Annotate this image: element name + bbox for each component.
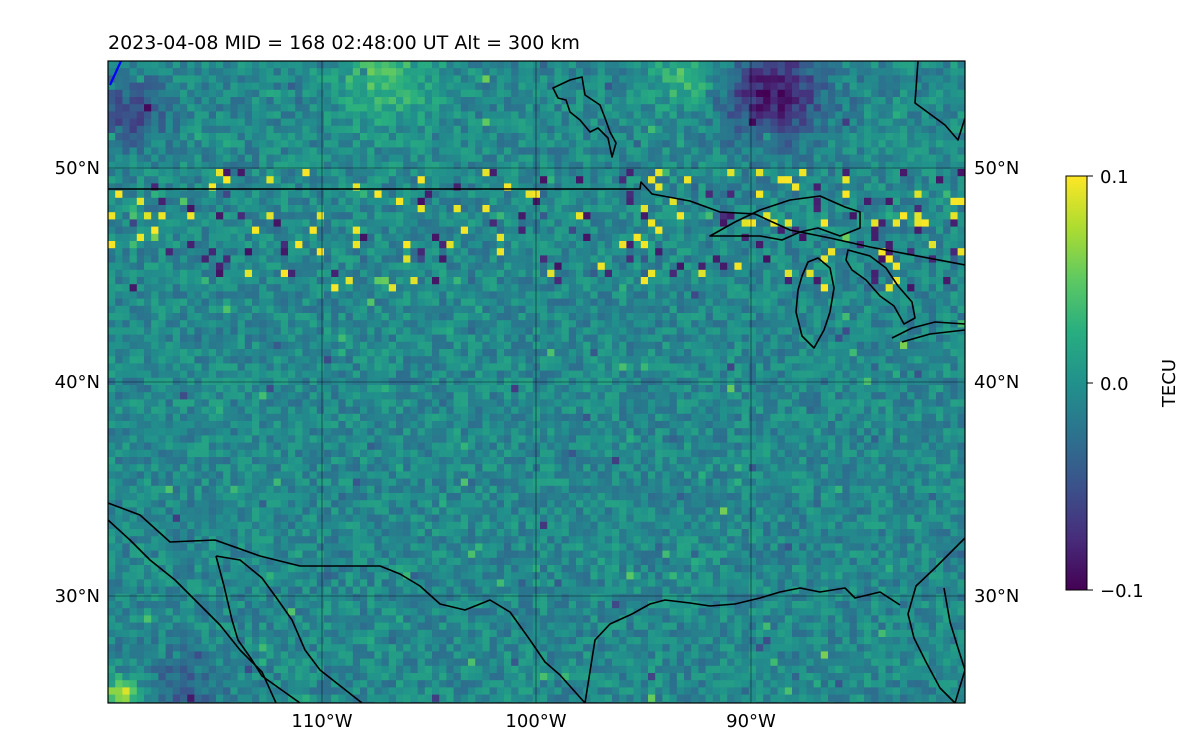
lake-superior xyxy=(709,195,861,241)
lat-label-50-left: 50°N xyxy=(55,158,100,179)
lon-label-100: 100°W xyxy=(505,711,566,732)
us-mexico-border xyxy=(108,502,586,703)
coastlines xyxy=(108,61,965,703)
lat-label-50-right: 50°N xyxy=(974,158,1019,179)
satellite-track-segment xyxy=(109,61,122,86)
colorbar-gradient xyxy=(1065,175,1088,591)
lon-label-110: 110°W xyxy=(291,711,352,732)
lake-erie-ontario xyxy=(891,321,965,343)
map-frame xyxy=(107,60,966,704)
hudson-bay-coast xyxy=(552,76,617,158)
lat-label-40-left: 40°N xyxy=(55,372,100,393)
lat-tick-labels-right: 50°N 40°N 30°N xyxy=(974,158,1019,607)
lat-label-40-right: 40°N xyxy=(974,372,1019,393)
colorbar: 0.1 0.0 −0.1 TECU xyxy=(1065,167,1180,602)
lake-huron xyxy=(845,249,916,325)
map-panel: 50°N 40°N 30°N 50°N 40°N 30°N 110°W 100°… xyxy=(55,60,1019,732)
mexico-west-coast xyxy=(215,555,301,703)
tec-pixel-field xyxy=(108,61,965,703)
us-canada-border xyxy=(108,181,965,266)
colorbar-tick-label-min: −0.1 xyxy=(1100,581,1144,602)
figure-title: 2023-04-08 MID = 168 02:48:00 UT Alt = 3… xyxy=(108,32,580,54)
colorbar-tick-label-max: 0.1 xyxy=(1100,167,1129,188)
colorbar-tick-label-zero: 0.0 xyxy=(1100,374,1129,395)
lat-label-30-right: 30°N xyxy=(974,586,1019,607)
lake-michigan xyxy=(795,257,835,349)
lon-label-90: 90°W xyxy=(726,711,776,732)
east-coast xyxy=(907,537,965,703)
lat-label-30-left: 30°N xyxy=(55,586,100,607)
lon-tick-labels: 110°W 100°W 90°W xyxy=(291,711,776,732)
labrador-coast xyxy=(914,61,965,141)
gulf-coast xyxy=(584,587,901,703)
colorbar-label: TECU xyxy=(1159,359,1180,408)
gridlines xyxy=(108,61,965,703)
lat-tick-labels-left: 50°N 40°N 30°N xyxy=(55,158,100,607)
